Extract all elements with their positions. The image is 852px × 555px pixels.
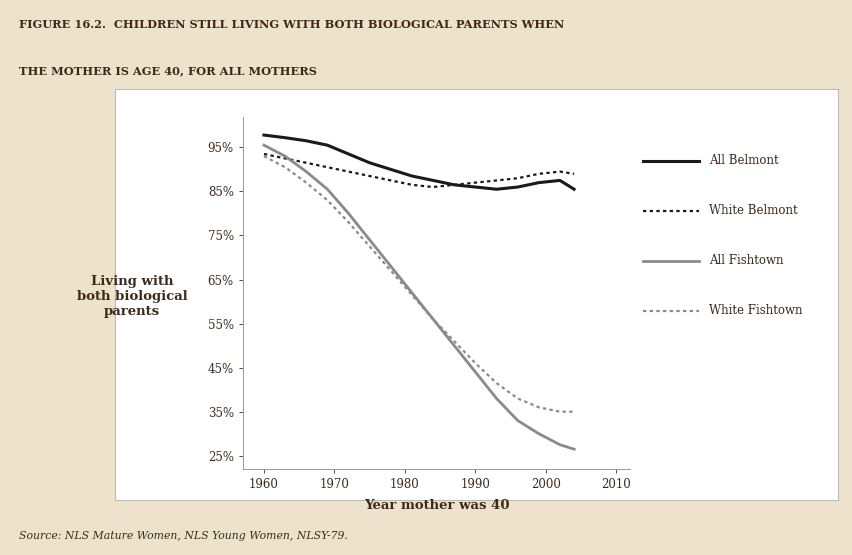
Text: Living with
both biological
parents: Living with both biological parents (77, 275, 187, 319)
X-axis label: Year mother was 40: Year mother was 40 (364, 500, 509, 512)
Text: All Fishtown: All Fishtown (709, 254, 783, 268)
Text: FIGURE 16.2.  CHILDREN STILL LIVING WITH BOTH BIOLOGICAL PARENTS WHEN: FIGURE 16.2. CHILDREN STILL LIVING WITH … (19, 19, 564, 31)
Text: All Belmont: All Belmont (709, 154, 779, 168)
Text: Source: NLS Mature Women, NLS Young Women, NLSY-79.: Source: NLS Mature Women, NLS Young Wome… (19, 531, 348, 541)
Text: THE MOTHER IS AGE 40, FOR ALL MOTHERS: THE MOTHER IS AGE 40, FOR ALL MOTHERS (19, 65, 317, 77)
Text: White Fishtown: White Fishtown (709, 304, 803, 317)
Text: White Belmont: White Belmont (709, 204, 797, 218)
